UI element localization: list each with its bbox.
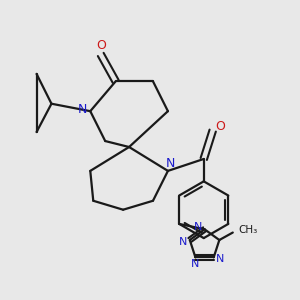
Text: O: O: [215, 120, 225, 133]
Text: N: N: [166, 157, 176, 170]
Text: CH₃: CH₃: [238, 225, 257, 235]
Text: N: N: [194, 222, 202, 232]
Text: N: N: [78, 103, 88, 116]
Text: O: O: [96, 39, 106, 52]
Text: N: N: [216, 254, 224, 264]
Text: N: N: [191, 259, 200, 269]
Text: N: N: [179, 236, 188, 247]
